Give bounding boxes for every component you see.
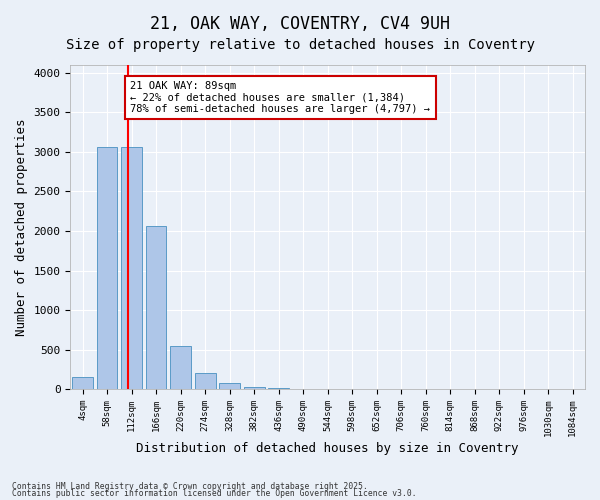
Bar — [219, 383, 240, 389]
Bar — [268, 388, 289, 389]
Text: 21, OAK WAY, COVENTRY, CV4 9UH: 21, OAK WAY, COVENTRY, CV4 9UH — [150, 15, 450, 33]
Bar — [121, 147, 142, 389]
Bar — [146, 226, 166, 389]
Text: 21 OAK WAY: 89sqm
← 22% of detached houses are smaller (1,384)
78% of semi-detac: 21 OAK WAY: 89sqm ← 22% of detached hous… — [130, 81, 430, 114]
Y-axis label: Number of detached properties: Number of detached properties — [15, 118, 28, 336]
Bar — [170, 346, 191, 389]
Text: Size of property relative to detached houses in Coventry: Size of property relative to detached ho… — [65, 38, 535, 52]
Text: Contains public sector information licensed under the Open Government Licence v3: Contains public sector information licen… — [12, 490, 416, 498]
Bar — [97, 147, 118, 389]
Bar — [244, 386, 265, 389]
Bar — [194, 374, 215, 389]
X-axis label: Distribution of detached houses by size in Coventry: Distribution of detached houses by size … — [136, 442, 519, 455]
Bar — [72, 377, 93, 389]
Text: Contains HM Land Registry data © Crown copyright and database right 2025.: Contains HM Land Registry data © Crown c… — [12, 482, 368, 491]
